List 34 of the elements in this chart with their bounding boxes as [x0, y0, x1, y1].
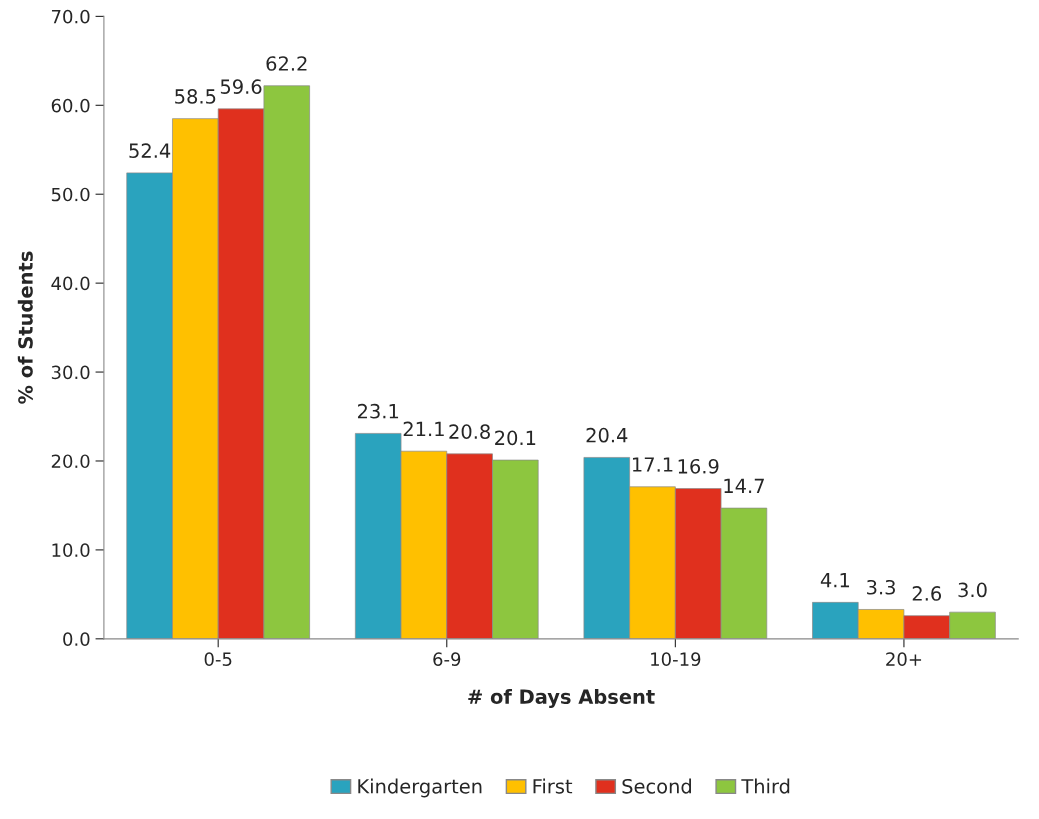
- y-tick-label: 20.0: [51, 454, 90, 469]
- data-label: 16.9: [678, 458, 719, 474]
- data-label: 52.4: [129, 143, 171, 158]
- data-label: 3.0: [958, 582, 987, 598]
- x-tick-label: 10-19: [651, 652, 701, 666]
- y-tick-label: 40.0: [51, 276, 90, 291]
- legend-label: First: [533, 778, 573, 794]
- data-label: 2.6: [912, 586, 942, 601]
- data-label: 4.1: [820, 573, 850, 588]
- legend-label: Kindergarten: [358, 778, 482, 798]
- y-tick-label: 70.0: [51, 9, 90, 24]
- data-label: 17.1: [632, 457, 673, 472]
- data-label: 20.1: [495, 430, 536, 446]
- x-tick-label: 20+: [886, 652, 922, 666]
- data-label: 59.6: [220, 79, 262, 94]
- data-label: 20.8: [449, 424, 490, 439]
- y-tick-label: 50.0: [51, 187, 90, 202]
- legend-label: Third: [741, 778, 790, 794]
- x-tick-label: 0-5: [204, 652, 232, 666]
- x-tick-label: 6-9: [433, 652, 461, 666]
- data-label: 21.1: [403, 421, 444, 437]
- y-tick-label: 60.0: [51, 98, 90, 113]
- data-label: 58.5: [175, 89, 216, 104]
- y-tick-label: 30.0: [51, 365, 90, 380]
- data-label: 20.4: [586, 427, 628, 443]
- y-tick-label: 0.0: [63, 632, 90, 646]
- data-label: 62.2: [266, 56, 307, 71]
- data-label: 14.7: [724, 478, 764, 493]
- x-axis-title: # of Days Absent: [468, 688, 655, 708]
- legend-label: Second: [622, 778, 691, 794]
- y-tick-label: 10.0: [52, 543, 90, 558]
- data-label: 23.1: [357, 403, 399, 419]
- data-label: 3.3: [867, 579, 895, 595]
- y-axis-title: % of Students: [17, 251, 33, 404]
